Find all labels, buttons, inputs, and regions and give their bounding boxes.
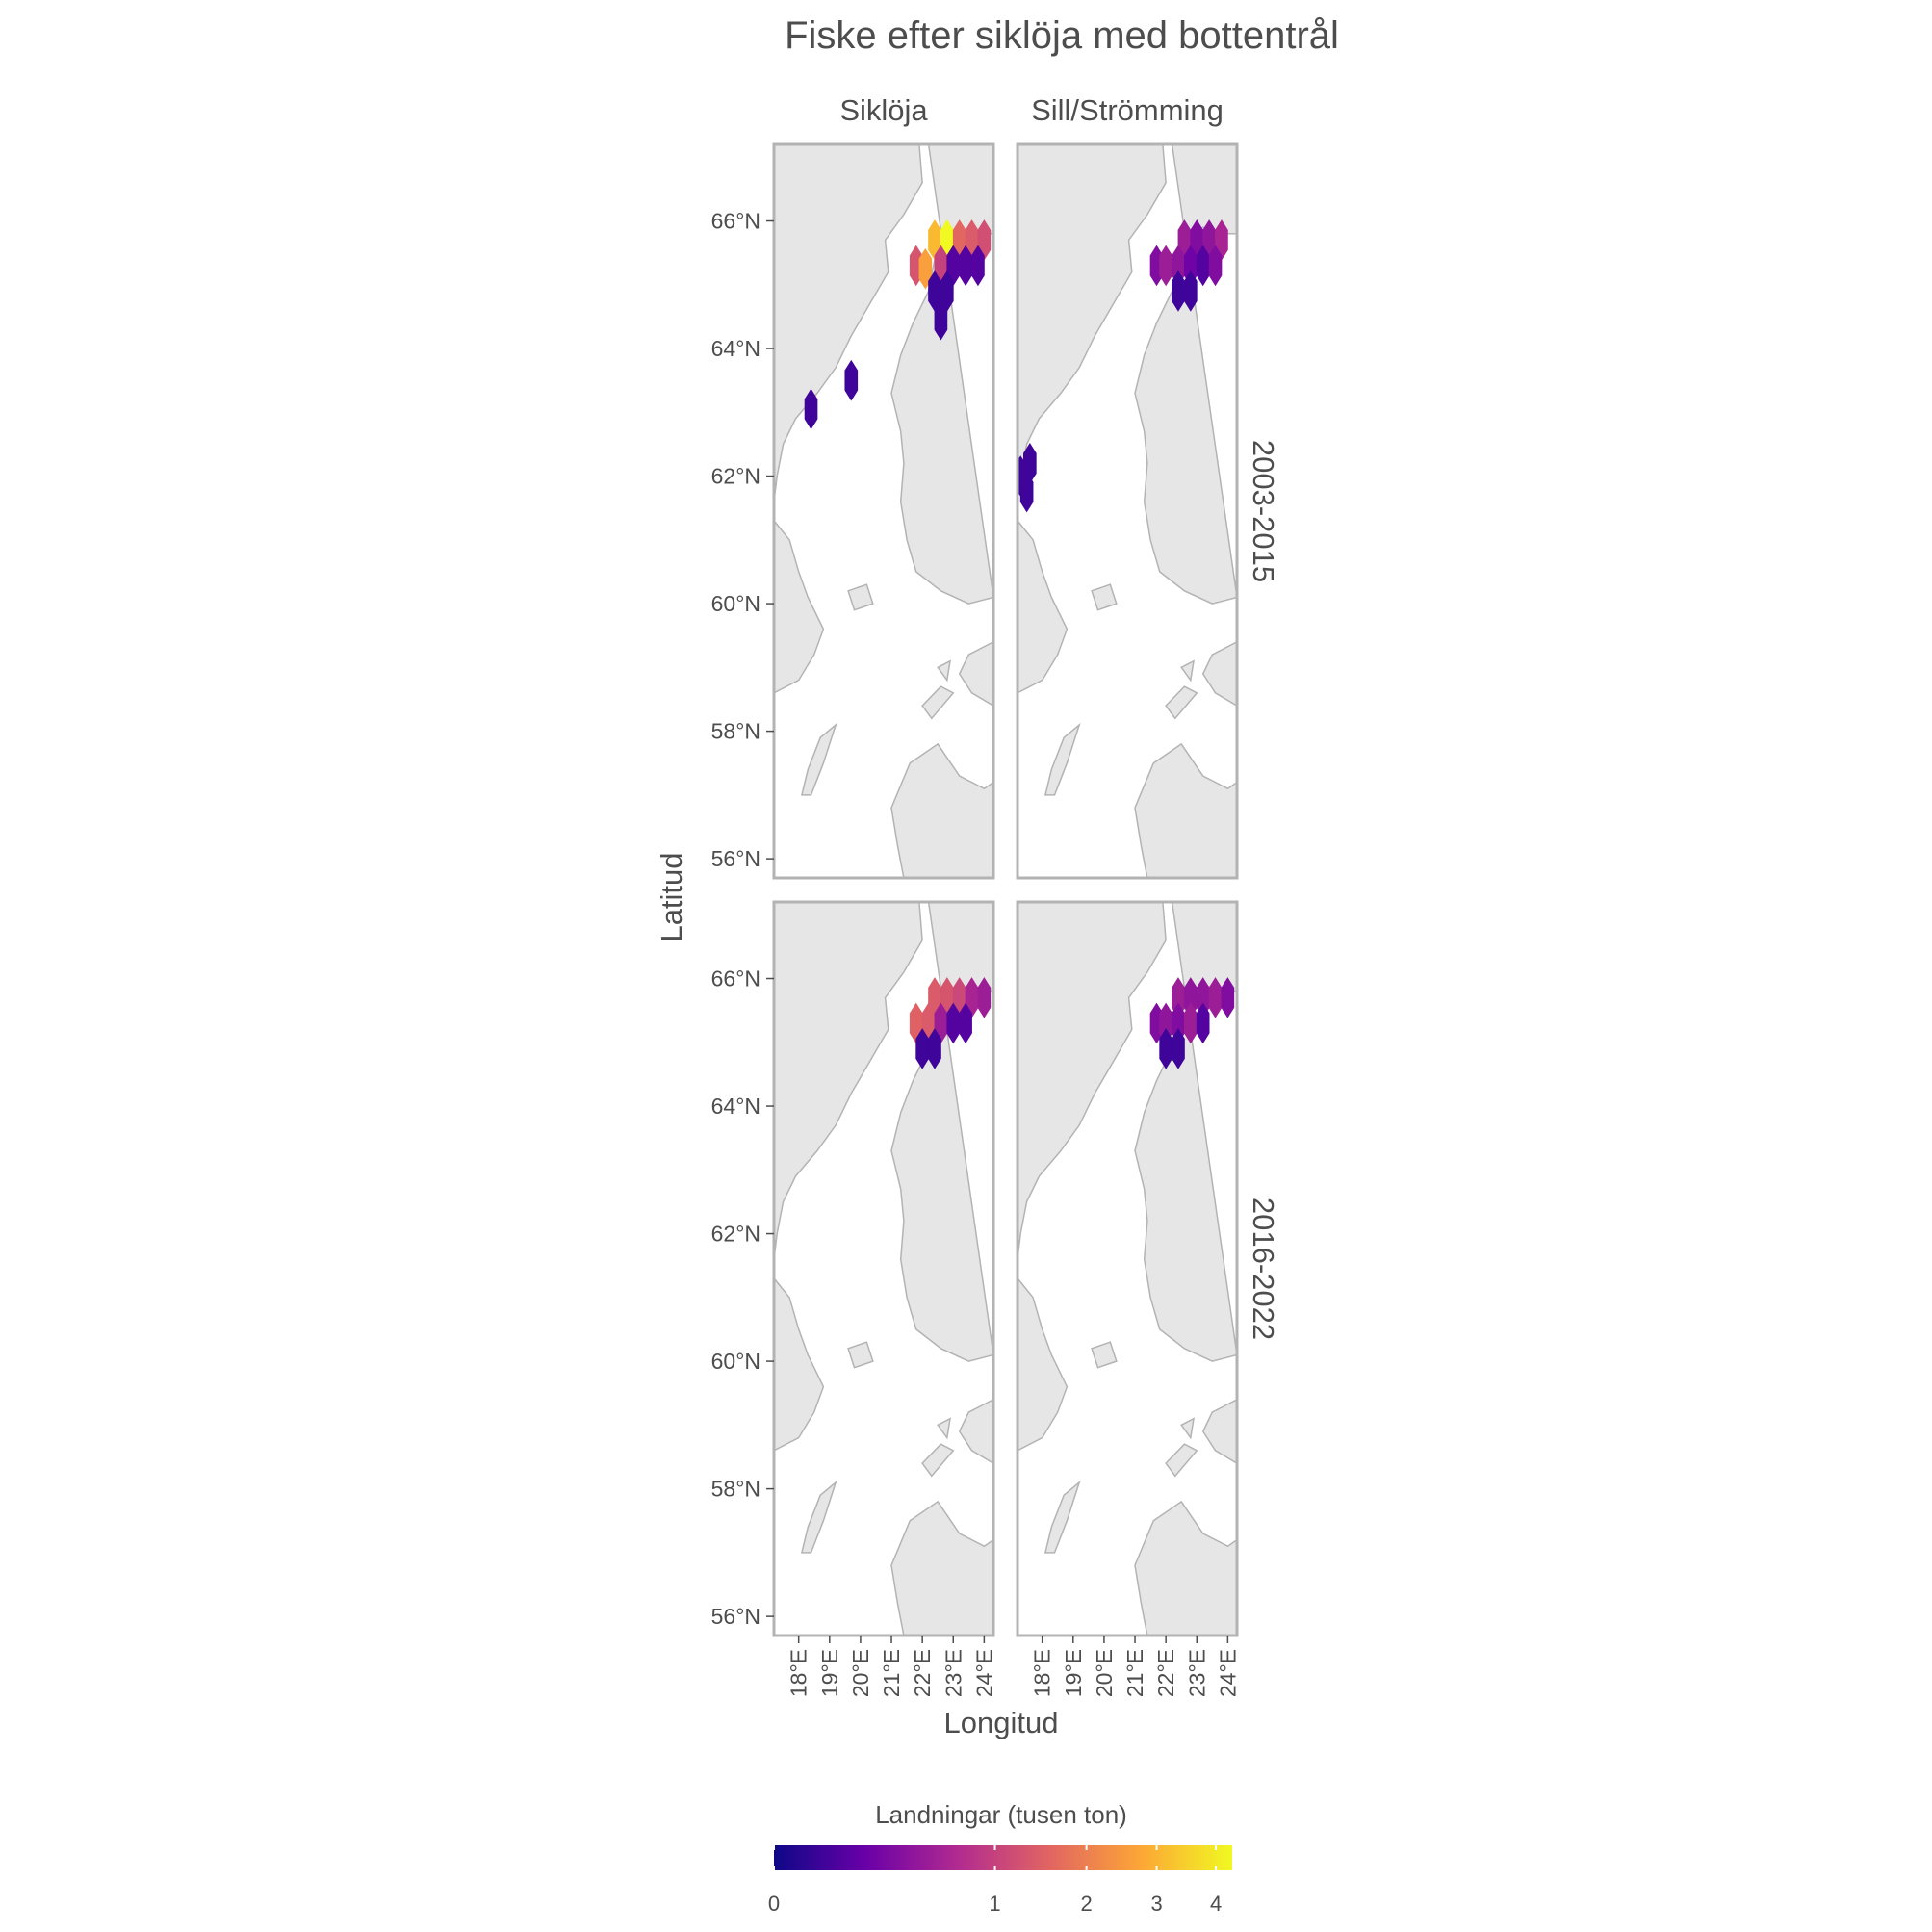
x-tick-label: 24°E: [971, 1649, 996, 1697]
x-tick-label: 23°E: [940, 1649, 966, 1697]
panel-border: [772, 900, 995, 1637]
legend-tick-label: 2: [1081, 1892, 1093, 1916]
landing-hex-cell: [1221, 977, 1235, 1018]
land-area: [958, 640, 993, 707]
land-area: [1091, 1341, 1118, 1369]
landing-hex-cell: [934, 298, 948, 341]
land-area: [800, 722, 837, 796]
facet-label-sill-str-mming: Sill/Strömming: [1031, 93, 1224, 127]
x-tick-label: 22°E: [1153, 1649, 1178, 1697]
landing-hex-cell: [1196, 1002, 1210, 1044]
landing-hex-cell: [971, 245, 985, 287]
x-tick-label: 22°E: [910, 1649, 935, 1697]
land-area: [1180, 659, 1195, 683]
landing-hex-cell: [804, 388, 818, 430]
chart-title: Fiske efter siklöja med bottentrål: [785, 14, 1339, 57]
x-tick-label: 18°E: [786, 1649, 811, 1697]
landing-hex-cell: [918, 247, 933, 290]
landing-hex-cell: [844, 359, 859, 401]
land-area: [847, 583, 874, 611]
y-tick-label: 60°N: [711, 1349, 760, 1374]
color-legend: Landningar (tusen ton) 0 1 2 3 4: [768, 1800, 1232, 1916]
map-panel-sill-str-mming-2016-2022: [1016, 900, 1239, 1637]
y-tick-label: 56°N: [711, 1604, 760, 1629]
x-tick-label: 21°E: [1122, 1649, 1147, 1697]
land-area: [958, 1398, 993, 1464]
land-area: [1165, 1443, 1198, 1478]
land-area: [1018, 519, 1069, 694]
land-area: [937, 659, 951, 683]
land-area: [1018, 902, 1167, 1260]
y-tick-label: 60°N: [711, 591, 760, 616]
land-area: [890, 742, 993, 878]
landing-hex-cell: [977, 977, 992, 1018]
panel-border: [772, 142, 995, 880]
x-tick-label: 19°E: [1061, 1649, 1086, 1697]
legend-tick-label: 4: [1210, 1892, 1222, 1916]
land-area: [774, 519, 825, 694]
land-area: [800, 1480, 837, 1554]
land-area: [774, 1276, 825, 1452]
land-area: [1091, 583, 1118, 611]
land-area: [1134, 1500, 1237, 1636]
legend-tick-label: 0: [768, 1892, 780, 1916]
x-tick-label: 18°E: [1030, 1649, 1055, 1697]
y-axis-title: Latitud: [655, 852, 688, 941]
map-panel-sill-str-mming-2003-2015: [1016, 142, 1239, 880]
y-tick-label: 64°N: [711, 336, 760, 361]
landing-hex-cell: [1172, 1028, 1185, 1069]
y-tick-label: 64°N: [711, 1094, 760, 1119]
land-area: [1043, 1480, 1081, 1554]
land-area: [1201, 1398, 1237, 1464]
land-area: [921, 685, 955, 720]
x-axis-title: Longitud: [944, 1706, 1059, 1739]
land-area: [890, 1500, 993, 1636]
facet-label-2016-2022: 2016-2022: [1247, 1198, 1280, 1340]
landing-hex-cell: [959, 1002, 972, 1044]
land-area: [774, 902, 923, 1260]
landing-hex-cell: [1184, 270, 1198, 312]
x-tick-label: 21°E: [879, 1649, 904, 1697]
y-tick-label: 62°N: [711, 464, 760, 489]
land-area: [937, 1417, 951, 1440]
panel-border: [1016, 142, 1239, 880]
x-tick-label: 19°E: [817, 1649, 842, 1697]
map-panel-sikl-ja-2003-2015: [772, 142, 995, 880]
y-tick-label: 56°N: [711, 846, 760, 871]
map-panel-sikl-ja-2016-2022: [772, 900, 995, 1637]
legend-tick-label: 1: [989, 1892, 1000, 1916]
y-tick-label: 62°N: [711, 1222, 760, 1247]
landing-hex-cell: [1208, 245, 1223, 287]
land-area: [1201, 640, 1237, 707]
land-area: [921, 1443, 955, 1478]
legend-tick-label: 3: [1150, 1892, 1162, 1916]
land-area: [1134, 742, 1237, 878]
landing-hex-cell: [928, 1028, 941, 1069]
x-tick-label: 20°E: [848, 1649, 873, 1697]
landing-hex-cell: [1019, 471, 1034, 513]
land-area: [847, 1341, 874, 1369]
x-tick-label: 20°E: [1092, 1649, 1117, 1697]
land-area: [1018, 1276, 1069, 1452]
panel-border: [1016, 900, 1239, 1637]
y-tick-label: 66°N: [711, 966, 760, 992]
y-tick-label: 58°N: [711, 1477, 760, 1502]
facet-label-2003-2015: 2003-2015: [1247, 440, 1280, 582]
facet-label-sikl-ja: Siklöja: [839, 93, 928, 127]
y-tick-label: 58°N: [711, 719, 760, 744]
legend-colorbar: [774, 1845, 1232, 1870]
land-area: [1165, 685, 1198, 720]
x-tick-label: 23°E: [1184, 1649, 1209, 1697]
legend-title: Landningar (tusen ton): [875, 1800, 1127, 1829]
y-tick-label: 66°N: [711, 209, 760, 234]
land-area: [1043, 722, 1081, 796]
land-area: [774, 144, 923, 502]
land-area: [1180, 1417, 1195, 1440]
x-tick-label: 24°E: [1215, 1649, 1240, 1697]
